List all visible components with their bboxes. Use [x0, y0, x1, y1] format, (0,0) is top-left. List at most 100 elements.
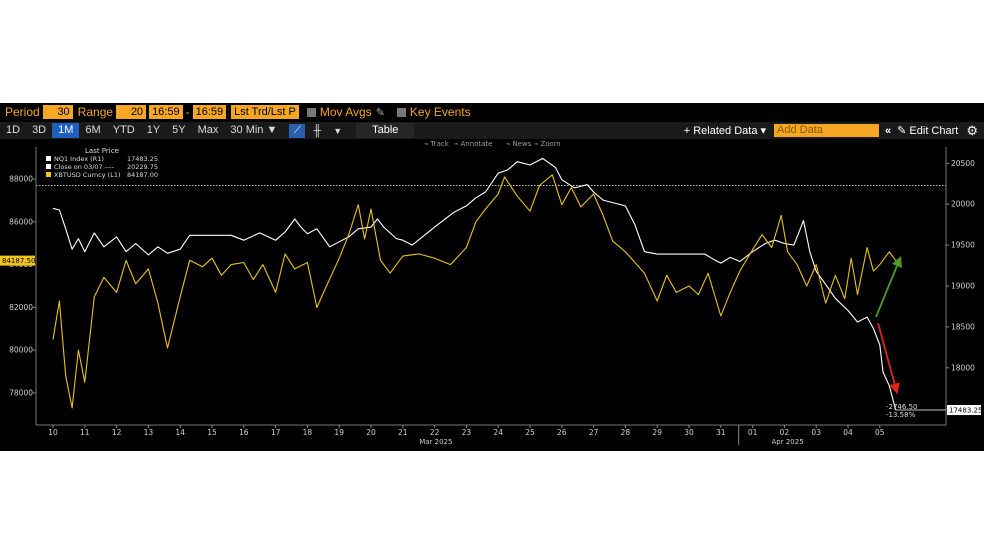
- x-group-label-apr: Apr 2025: [772, 438, 804, 446]
- change-percent-label: -13.58%: [886, 411, 916, 419]
- y-left-tick-label: 86000: [9, 217, 33, 226]
- x-tick-label: 15: [207, 428, 217, 437]
- chart-tool-zoom[interactable]: ⌁ Zoom: [534, 140, 561, 148]
- x-tick-label: 05: [875, 428, 885, 437]
- legend-series-name: Close on 03/07 ----: [54, 163, 115, 171]
- legend-series-name: XBTUSD Curncy (L1): [54, 171, 121, 179]
- x-tick-label: 20: [366, 428, 376, 437]
- range-toolbar: 1D 3D 1M 6M YTD 1Y 5Y Max 30 Min ▼ ⟋ ╫ ▼…: [0, 122, 984, 139]
- line-chart-icon[interactable]: ⟋: [289, 123, 306, 138]
- x-group-label-mar: Mar 2025: [419, 438, 452, 446]
- left-last-price-label: 84187.50: [2, 257, 35, 265]
- table-button[interactable]: Table: [356, 123, 415, 138]
- range-input[interactable]: 20: [116, 105, 147, 119]
- add-data-input[interactable]: Add Data: [774, 124, 880, 137]
- y-left-tick-label: 88000: [9, 175, 33, 184]
- x-tick-label: 19: [334, 428, 344, 437]
- related-data-button[interactable]: + Related Data ▾: [683, 125, 767, 137]
- chart-type-dropdown-icon[interactable]: ▼: [333, 125, 343, 136]
- nq1-series-line: [52, 157, 897, 411]
- period-label: Period: [5, 105, 40, 119]
- x-tick-label: 02: [780, 428, 790, 437]
- range-button-6m[interactable]: 6M: [85, 124, 101, 136]
- key-events-checkbox[interactable]: [396, 107, 406, 117]
- right-last-price-tag: [947, 405, 981, 416]
- x-tick-label: 29: [652, 428, 662, 437]
- y-right-tick-label: 19500: [951, 241, 975, 250]
- legend-swatch: [46, 156, 51, 161]
- x-tick-label: 27: [589, 428, 599, 437]
- range-button-5y[interactable]: 5Y: [172, 124, 186, 136]
- range-button-1m[interactable]: 1M: [52, 123, 80, 138]
- red-down-arrow: [877, 322, 900, 395]
- x-tick-label: 18: [303, 428, 313, 437]
- bar-chart-icon[interactable]: ╫: [313, 124, 322, 137]
- y-right-tick-label: 18000: [951, 363, 975, 372]
- legend-series-value: 84187.00: [127, 171, 158, 179]
- y-right-tick-label: 20500: [951, 159, 975, 168]
- edit-chart-label: Edit Chart: [909, 125, 959, 137]
- x-tick-label: 14: [175, 428, 185, 437]
- legend-series-name: NQ1 Index (R1): [54, 155, 104, 163]
- range-button-max[interactable]: Max: [197, 124, 219, 136]
- legend-swatch: [46, 164, 51, 169]
- range-button-1d[interactable]: 1D: [6, 124, 21, 136]
- x-tick-label: 13: [144, 428, 154, 437]
- time-from-input[interactable]: 16:59: [149, 105, 183, 119]
- collapse-icon[interactable]: «: [885, 124, 892, 137]
- range-button-3d[interactable]: 3D: [32, 124, 47, 136]
- related-data-label: + Related Data: [683, 125, 758, 137]
- chart-tool-track[interactable]: ⌁ Track: [424, 140, 450, 148]
- left-last-price-tag: [0, 255, 35, 266]
- interval-label: 30 Min: [230, 124, 264, 136]
- price-chart[interactable]: ⌁ Track ⌁ Annotate ⌁ News ⌁ Zoom 78000 80000…: [0, 139, 984, 451]
- xbtusd-series-line: [52, 174, 897, 409]
- x-tick-label: 03: [811, 428, 821, 437]
- y-left-tick-label: 78000: [9, 388, 33, 397]
- y-left-tick-label: 80000: [9, 346, 33, 355]
- range-button-1y[interactable]: 1Y: [146, 124, 161, 136]
- price-mode-select[interactable]: Lst Trd/Lst P: [231, 105, 299, 119]
- chart-settings-toolbar: Period 30 Range 20 16:59 - 16:59 Lst Trd…: [0, 103, 984, 121]
- x-tick-label: 10: [48, 428, 58, 437]
- range-label: Range: [77, 105, 114, 119]
- period-input[interactable]: 30: [42, 105, 73, 119]
- x-tick-label: 25: [525, 428, 535, 437]
- time-to-input[interactable]: 16:59: [192, 105, 227, 119]
- x-tick-label: 22: [430, 428, 440, 437]
- x-tick-label: 31: [716, 428, 726, 437]
- mov-avgs-checkbox[interactable]: [306, 107, 316, 117]
- time-separator: -: [185, 105, 190, 119]
- green-up-arrow: [875, 256, 902, 318]
- change-points-label: -2746.50: [886, 403, 917, 411]
- x-tick-label: 24: [493, 428, 503, 437]
- x-tick-label: 17: [271, 428, 281, 437]
- chart-tool-annotate[interactable]: ⌁ Annotate: [454, 140, 492, 148]
- chart-tool-news[interactable]: ⌁ News: [506, 140, 532, 148]
- x-tick-label: 11: [80, 428, 90, 437]
- range-button-ytd[interactable]: YTD: [112, 124, 135, 136]
- right-last-price-label: 17483.25: [949, 407, 982, 415]
- legend-series-value: 17483.25: [127, 155, 158, 163]
- x-tick-label: 04: [843, 428, 853, 437]
- x-tick-label: 30: [684, 428, 694, 437]
- interval-select[interactable]: 30 Min ▼: [230, 124, 278, 136]
- y-right-tick-label: 20000: [951, 200, 975, 209]
- key-events-label: Key Events: [409, 105, 471, 119]
- legend-header: Last Price: [85, 147, 119, 155]
- x-tick-label: 26: [557, 428, 567, 437]
- x-tick-label: 12: [112, 428, 122, 437]
- gear-icon[interactable]: ⚙: [966, 122, 978, 138]
- x-tick-label: 16: [239, 428, 249, 437]
- x-tick-label: 01: [748, 428, 758, 437]
- x-tick-label: 21: [398, 428, 408, 437]
- y-left-tick-label: 82000: [9, 303, 33, 312]
- mov-avgs-label: Mov Avgs: [319, 105, 372, 119]
- edit-chart-button[interactable]: ✎ Edit Chart: [897, 125, 959, 137]
- legend-series-value: 20229.75: [127, 163, 158, 171]
- x-tick-label: 23: [462, 428, 472, 437]
- y-right-tick-label: 19000: [951, 282, 975, 291]
- pencil-icon[interactable]: ✎: [375, 106, 385, 119]
- x-tick-label: 28: [621, 428, 631, 437]
- bloomberg-chart-window: Period 30 Range 20 16:59 - 16:59 Lst Trd…: [0, 103, 984, 451]
